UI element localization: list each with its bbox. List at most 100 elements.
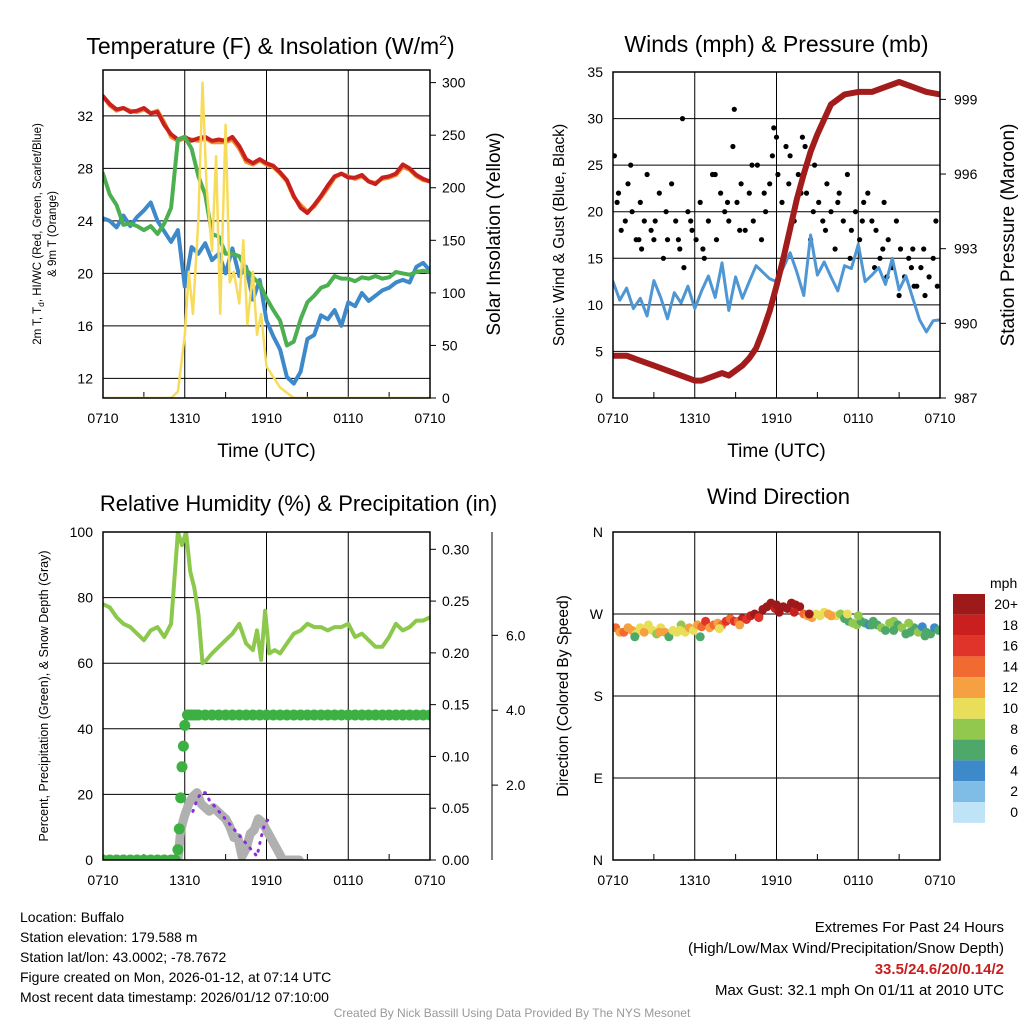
x-axis-label: Time (UTC) — [217, 441, 316, 462]
direction-xtick-label: 0110 — [843, 872, 873, 888]
winds-xtick-label: 0710 — [597, 410, 628, 426]
gust-point — [614, 199, 620, 205]
legend-swatch — [953, 635, 985, 657]
gust-point — [629, 209, 635, 215]
direction-point — [920, 631, 930, 641]
gust-point — [906, 255, 912, 261]
y-axis-label: Sonic Wind & Gust (Blue, Black) — [551, 124, 568, 346]
extremes-subtitle: (High/Low/Max Wind/Precipitation/Snow De… — [688, 940, 1004, 957]
winds-right-tick-label: 993 — [954, 241, 978, 257]
legend-label: 14 — [1002, 658, 1018, 674]
humidity-right-tick-label: 0.15 — [442, 697, 469, 713]
humidity-xtick-label: 0110 — [333, 872, 363, 888]
humidity-xtick-label: 1310 — [169, 872, 200, 888]
gust-point — [908, 265, 915, 271]
legend-label: 12 — [1002, 679, 1018, 695]
direction-point — [904, 618, 914, 628]
chart-title-humidity: Relative Humidity (%) & Precipitation (i… — [100, 491, 497, 516]
gust-point — [697, 199, 703, 205]
gust-point — [933, 218, 939, 224]
gust-point — [712, 171, 718, 178]
winds-ytick-label: 10 — [587, 297, 603, 313]
winds-data-layer — [613, 79, 940, 384]
gust-point — [857, 237, 863, 243]
winds-right-tick-label: 996 — [954, 166, 978, 182]
direction-point — [630, 632, 640, 642]
humidity-right-tick-label: 0.00 — [442, 852, 469, 868]
legend-swatch — [953, 739, 985, 761]
winds-ytick-label: 35 — [587, 64, 603, 80]
winds-xtick-label: 1910 — [761, 410, 792, 426]
gust-point — [618, 227, 624, 233]
gust-point — [865, 190, 871, 196]
gust-point — [644, 171, 650, 178]
gust-point — [848, 227, 855, 233]
gust-point — [689, 227, 695, 233]
temperature-right-tick-label: 250 — [442, 127, 466, 143]
created-text: Figure created on Mon, 2026-01-12, at 07… — [20, 969, 332, 985]
legend-swatch — [953, 614, 985, 636]
gust-point — [615, 190, 622, 196]
humidity-ytick-label: 20 — [77, 786, 93, 802]
gust-point — [613, 153, 617, 159]
gust-point — [921, 246, 927, 252]
direction-point — [735, 620, 745, 630]
extremes-values: 33.5/24.6/20/0.14/2 — [874, 961, 1004, 978]
winds-grid — [612, 71, 941, 399]
gust-point — [934, 283, 940, 289]
gust-point — [625, 181, 631, 187]
gust-point — [722, 209, 728, 215]
gust-point — [628, 162, 634, 168]
direction-point — [789, 607, 799, 617]
temperature-plot-border — [102, 69, 431, 399]
direction-xtick-label: 1910 — [761, 872, 792, 888]
winds-ytick-label: 15 — [587, 250, 603, 266]
gust-point — [844, 171, 851, 178]
direction-point — [714, 624, 724, 634]
direction-point — [867, 620, 877, 630]
humidity-right-tick-label: 0.20 — [442, 645, 469, 661]
gust-point — [767, 181, 773, 187]
direction-point — [754, 613, 764, 623]
credit-text: Created By Nick Bassill Using Data Provi… — [333, 1006, 691, 1020]
precip-point — [179, 719, 191, 731]
direction-xtick-label: 0710 — [924, 872, 955, 888]
y-axis-label: Percent, Precipitation (Green), & Snow D… — [37, 550, 51, 841]
direction-point — [853, 611, 863, 621]
temperature-ytick-label: 16 — [77, 318, 93, 334]
legend-swatch — [953, 594, 985, 615]
gust-point — [840, 218, 846, 224]
gust-point — [771, 125, 777, 131]
temperature-right-tick-label: 300 — [442, 75, 466, 91]
gust-point — [880, 246, 886, 252]
legend-swatch — [953, 718, 985, 740]
direction-ytick-label: N — [593, 852, 603, 868]
max-gust-text: Max Gust: 32.1 mph On 01/11 at 2010 UTC — [714, 982, 1004, 999]
winds-xtick-label: 0710 — [924, 410, 955, 426]
legend-swatch — [953, 760, 985, 782]
gust-point — [639, 246, 645, 252]
gust-point — [836, 190, 842, 196]
legend-swatch — [953, 802, 985, 823]
series-line-snow-depth — [173, 788, 304, 860]
winds-xtick-label: 1310 — [679, 410, 710, 426]
temperature-right-tick-label: 50 — [442, 337, 458, 353]
gust-point — [738, 181, 744, 187]
recent-data-text: Most recent data timestamp: 2026/01/12 0… — [20, 989, 329, 1005]
gust-point — [664, 237, 671, 243]
extremes-block: Extremes For Past 24 Hours (High/Low/Max… — [688, 917, 1004, 1001]
winds-right-tick-label: 990 — [954, 315, 978, 331]
direction-point — [842, 609, 852, 619]
series-line-relative-humidity — [103, 532, 430, 666]
series-line-2m-t — [103, 94, 430, 215]
temperature-xtick-label: 1910 — [251, 410, 282, 426]
gust-point — [648, 227, 654, 233]
humidity-right-tick-label: 0.30 — [442, 541, 469, 557]
humidity-ytick-label: 60 — [77, 655, 93, 671]
gust-point — [669, 181, 675, 187]
gust-point — [911, 283, 917, 289]
gust-point — [869, 218, 875, 224]
gust-point — [802, 143, 808, 150]
chart-title-direction: Wind Direction — [707, 484, 850, 509]
